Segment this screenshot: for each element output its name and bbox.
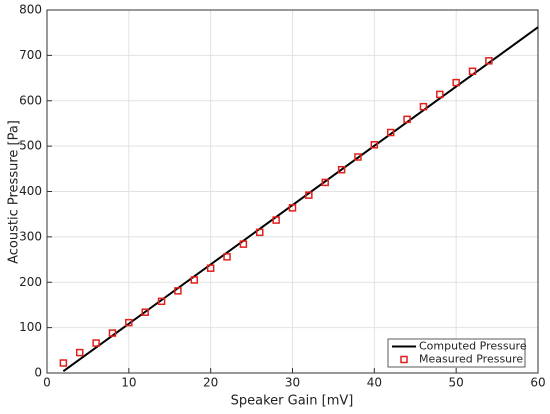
x-tick-label: 10 — [121, 376, 136, 390]
legend-label: Computed Pressure — [419, 340, 527, 353]
y-axis-label: Acoustic Pressure [Pa] — [7, 120, 22, 264]
marker — [419, 102, 428, 111]
legend-box — [387, 338, 526, 368]
marker — [59, 359, 68, 367]
marker — [436, 90, 444, 99]
marker — [354, 153, 362, 161]
marker — [239, 240, 248, 248]
y-tick-label: 100 — [19, 320, 42, 334]
y-tick-label: 800 — [19, 3, 42, 17]
y-tick-label: 700 — [19, 48, 42, 62]
marker — [288, 204, 297, 212]
marker — [157, 297, 166, 306]
marker — [305, 191, 313, 199]
marker — [92, 339, 100, 347]
marker — [223, 253, 231, 261]
marker — [190, 276, 199, 284]
legend-label: Measured Pressure — [419, 353, 523, 366]
y-tick-label: 600 — [19, 93, 42, 107]
y-tick-label: 300 — [19, 229, 42, 243]
marker — [125, 318, 133, 327]
marker — [386, 128, 395, 137]
plot-frame — [46, 9, 539, 374]
x-tick-label: 40 — [367, 376, 382, 390]
marker — [468, 67, 477, 76]
marker — [256, 228, 264, 237]
marker — [75, 348, 84, 357]
marker — [272, 216, 280, 224]
marker — [174, 287, 182, 295]
marker — [337, 165, 346, 174]
x-tick-label: 30 — [285, 376, 300, 390]
marker — [108, 329, 117, 337]
marker — [206, 264, 215, 272]
x-tick-label: 20 — [203, 376, 218, 390]
y-tick-label: 0 — [34, 366, 42, 380]
marker — [141, 308, 149, 316]
y-tick-label: 200 — [19, 275, 42, 289]
y-tick-label: 400 — [19, 184, 42, 198]
x-tick-label: 60 — [530, 376, 545, 390]
x-tick-label: 50 — [449, 376, 464, 390]
x-tick-label: 0 — [43, 376, 51, 390]
y-tick-label: 500 — [19, 139, 42, 153]
marker — [403, 115, 411, 124]
marker — [485, 57, 493, 65]
marker — [370, 141, 379, 149]
marker — [452, 78, 460, 87]
marker — [321, 178, 329, 187]
x-axis-label: Speaker Gain [mV] — [231, 394, 354, 409]
legend-swatch — [400, 355, 408, 364]
